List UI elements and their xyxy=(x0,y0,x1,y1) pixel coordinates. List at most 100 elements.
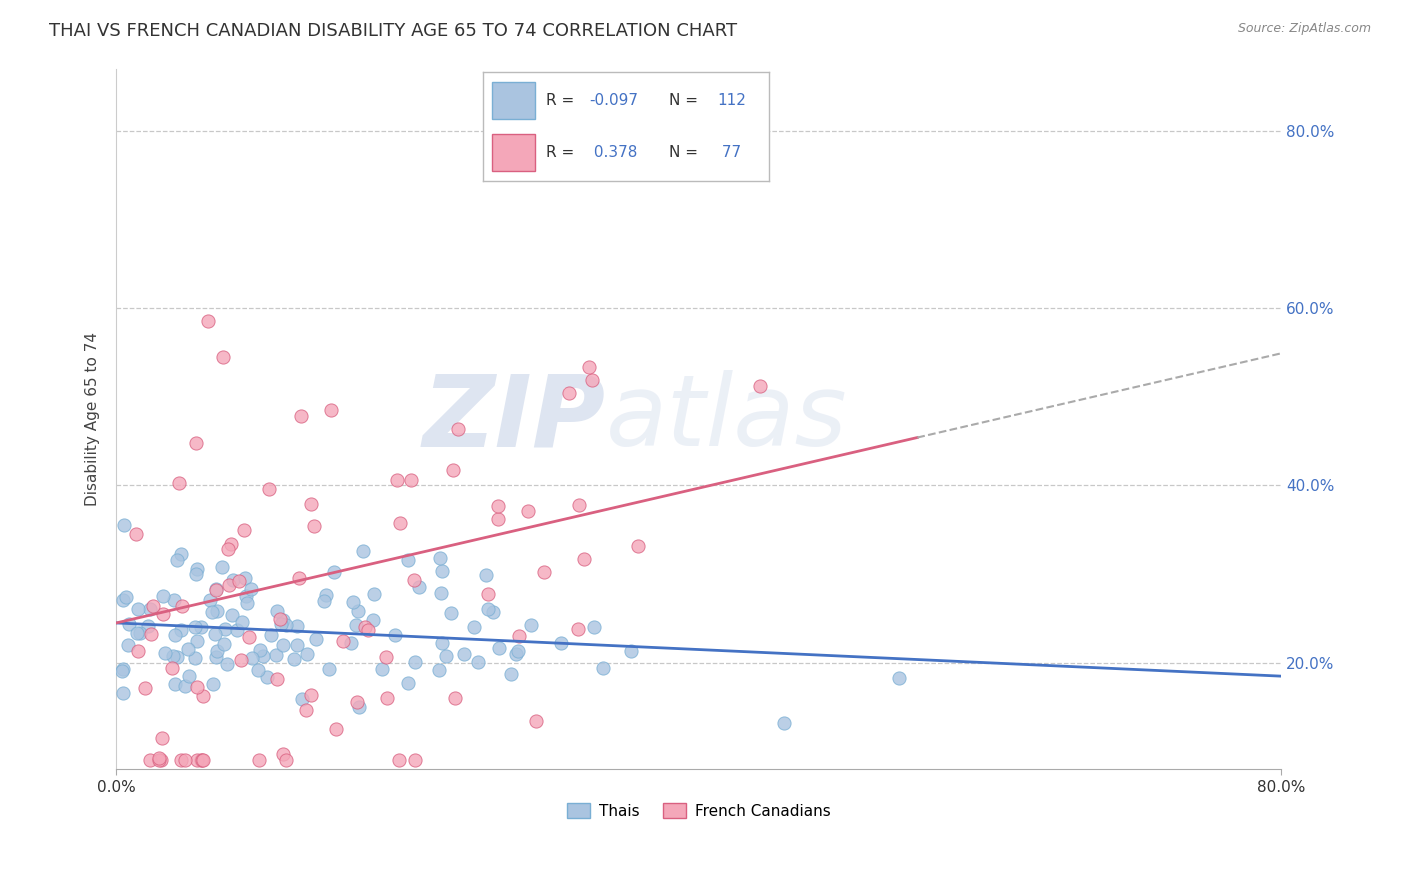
Point xyxy=(239,582,262,596)
Point xyxy=(283,652,305,666)
Point xyxy=(256,670,278,684)
Point xyxy=(165,676,187,690)
Text: THAI VS FRENCH CANADIAN DISABILITY AGE 65 TO 74 CORRELATION CHART: THAI VS FRENCH CANADIAN DISABILITY AGE 6… xyxy=(49,22,737,40)
Point xyxy=(271,638,294,652)
Point xyxy=(139,754,162,768)
Point xyxy=(375,690,398,705)
Point xyxy=(231,615,253,629)
Point xyxy=(221,608,243,623)
Point xyxy=(190,754,212,768)
Text: Source: ZipAtlas.com: Source: ZipAtlas.com xyxy=(1237,22,1371,36)
Point xyxy=(388,754,411,768)
Point xyxy=(266,604,288,618)
Point xyxy=(236,596,259,610)
Point xyxy=(302,519,325,533)
Point xyxy=(257,482,280,496)
Point xyxy=(184,566,207,581)
Point xyxy=(401,473,423,487)
Point xyxy=(155,646,177,660)
Point xyxy=(578,359,600,374)
Point xyxy=(506,644,529,658)
Point xyxy=(404,655,426,669)
Point xyxy=(299,498,322,512)
Point xyxy=(773,716,796,731)
Point xyxy=(550,636,572,650)
Point xyxy=(444,691,467,706)
Point xyxy=(482,605,505,619)
Point xyxy=(204,627,226,641)
Point xyxy=(127,602,149,616)
Point xyxy=(748,379,770,393)
Point xyxy=(354,620,377,634)
Point xyxy=(211,560,233,574)
Point xyxy=(558,385,581,400)
Point xyxy=(174,754,197,768)
Point xyxy=(441,463,464,477)
Point xyxy=(318,662,340,676)
Point xyxy=(235,589,257,603)
Point xyxy=(396,553,419,567)
Point xyxy=(396,675,419,690)
Point xyxy=(127,644,149,658)
Point xyxy=(447,421,470,435)
Point xyxy=(240,651,263,665)
Point xyxy=(202,677,225,691)
Point xyxy=(346,695,368,709)
Point xyxy=(150,754,173,768)
Point xyxy=(184,620,207,634)
Point xyxy=(342,595,364,609)
Point xyxy=(620,644,643,658)
Point xyxy=(264,648,287,662)
Point xyxy=(160,660,183,674)
Point xyxy=(290,409,312,424)
Point xyxy=(429,551,451,566)
Point xyxy=(186,633,208,648)
Point xyxy=(357,623,380,637)
Point xyxy=(291,691,314,706)
Point xyxy=(404,754,426,768)
Point xyxy=(174,679,197,693)
Point xyxy=(112,518,135,533)
Point xyxy=(136,619,159,633)
Point xyxy=(165,627,187,641)
Point xyxy=(238,631,260,645)
Point xyxy=(176,642,198,657)
Point xyxy=(533,565,555,579)
Point xyxy=(214,622,236,636)
Point xyxy=(125,527,148,541)
Point xyxy=(486,499,509,513)
Point xyxy=(169,547,191,561)
Point xyxy=(184,435,207,450)
Point xyxy=(148,751,170,765)
Point xyxy=(508,629,530,643)
Point xyxy=(112,662,135,676)
Point xyxy=(332,634,354,648)
Point xyxy=(179,669,201,683)
Point xyxy=(375,650,398,665)
Point xyxy=(274,618,297,632)
Point xyxy=(111,593,134,607)
Point xyxy=(233,523,256,537)
Point xyxy=(315,588,337,602)
Point xyxy=(112,686,135,700)
Point xyxy=(110,665,132,679)
Point xyxy=(567,622,589,636)
Point xyxy=(260,628,283,642)
Point xyxy=(197,314,219,328)
Point xyxy=(201,605,224,619)
Point xyxy=(430,586,453,600)
Point xyxy=(207,644,229,658)
Point xyxy=(477,587,499,601)
Point xyxy=(218,578,240,592)
Point xyxy=(115,590,138,604)
Point xyxy=(592,661,614,675)
Point xyxy=(167,476,190,491)
Point xyxy=(323,566,346,580)
Point xyxy=(191,754,214,768)
Point xyxy=(627,539,650,553)
Point xyxy=(204,649,226,664)
Point xyxy=(186,562,208,576)
Point xyxy=(321,402,343,417)
Point xyxy=(170,623,193,637)
Point xyxy=(388,516,411,530)
